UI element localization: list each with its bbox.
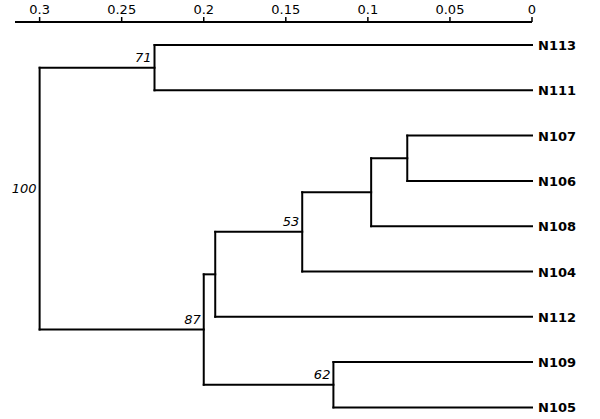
tick [203, 17, 205, 22]
leaf-label: N104 [538, 265, 576, 280]
node-branch [39, 68, 41, 330]
branch [371, 225, 532, 227]
tick [39, 17, 41, 22]
support-label: 100 [12, 181, 37, 196]
leaf-label: N112 [538, 310, 576, 325]
branch [155, 44, 532, 46]
tick-label: 0.2 [193, 2, 214, 17]
support-label: 87 [184, 312, 201, 327]
branch [204, 384, 334, 386]
branch [215, 316, 532, 318]
leaf-label: N106 [538, 174, 576, 189]
tick-label: 0.3 [29, 2, 50, 17]
tick [531, 17, 533, 22]
branch [40, 329, 204, 331]
support-label: 62 [314, 367, 331, 382]
tick [121, 17, 123, 22]
chart: 0 0.05 0.1 0.15 0.2 0.25 0.3 N113 N111 71 N107 N106… [0, 0, 600, 419]
leaf-label: N113 [538, 38, 576, 53]
tick-label: 0.05 [435, 2, 464, 17]
support-label: 53 [283, 214, 300, 229]
tick [367, 17, 369, 22]
branch [215, 231, 302, 233]
leaf-label: N105 [538, 400, 576, 415]
leaf-label: N111 [538, 83, 576, 98]
branch [302, 271, 532, 273]
branch [333, 361, 532, 363]
branch [40, 67, 155, 69]
x-axis: 0 0.05 0.1 0.15 0.2 0.25 0.3 [15, 2, 536, 22]
axis-line [15, 21, 532, 23]
branch [333, 406, 532, 408]
tick-label: 0 [528, 2, 536, 17]
tick [449, 17, 451, 22]
branch [407, 180, 532, 182]
branch [204, 273, 215, 275]
leaf-label: N107 [538, 129, 576, 144]
tick-label: 0.1 [358, 2, 379, 17]
support-label: 71 [135, 50, 152, 65]
tree [40, 45, 532, 407]
branch [155, 89, 532, 91]
leaf-label: N109 [538, 355, 576, 370]
labels: N113 N111 71 N107 N106 N108 N104 53 N112 N109 N105… [12, 38, 576, 415]
tick-label: 0.15 [271, 2, 300, 17]
branch [371, 157, 407, 159]
branch [407, 135, 532, 137]
branch [302, 191, 371, 193]
tick-label: 0.25 [107, 2, 136, 17]
leaf-label: N108 [538, 219, 576, 234]
tick [285, 17, 287, 22]
